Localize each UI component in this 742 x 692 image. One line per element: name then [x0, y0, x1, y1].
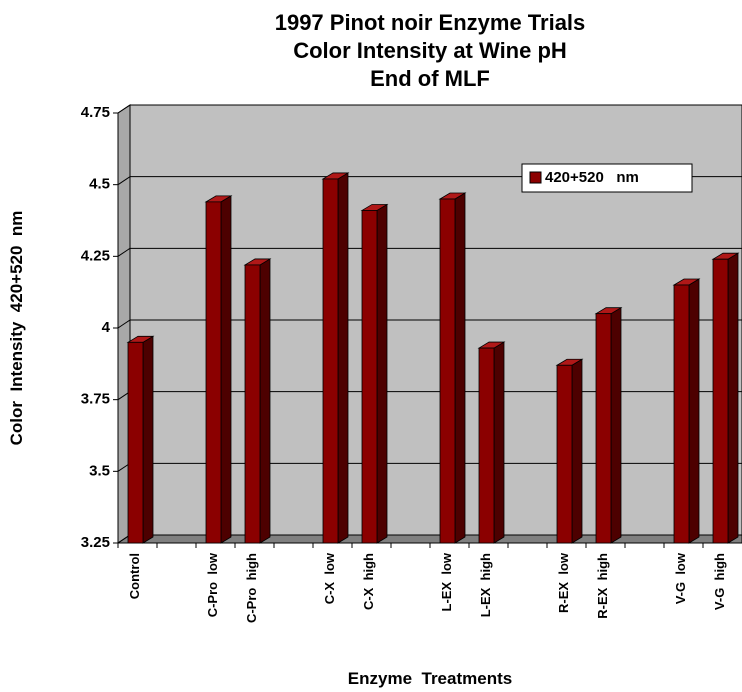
y-tick-label: 3.75	[81, 391, 110, 408]
chart-title: End of MLF	[370, 66, 490, 91]
y-tick-label: 4	[102, 319, 111, 336]
chart-title: Color Intensity at Wine pH	[293, 38, 567, 63]
x-tick-label: R-EX low	[556, 552, 571, 613]
bar-face	[337, 172, 349, 544]
bar-face	[220, 195, 232, 544]
x-tick-label: L-EX low	[439, 552, 454, 611]
bar-face	[205, 201, 222, 544]
grid-line	[117, 319, 131, 329]
bar	[243, 258, 272, 544]
x-tick-label: Control	[127, 553, 142, 599]
bar-face	[142, 335, 154, 544]
bar	[672, 278, 701, 544]
x-tick-label: C-X low	[322, 552, 337, 604]
y-tick-label: 4.25	[81, 247, 110, 264]
bar-face	[688, 278, 700, 544]
bar-face	[454, 192, 466, 544]
grid-line	[117, 104, 131, 114]
legend-box	[521, 163, 693, 193]
bar	[477, 341, 506, 544]
y-tick-label: 3.25	[81, 534, 110, 551]
bar-face	[127, 341, 144, 544]
bar-face	[322, 178, 339, 544]
x-axis-label: Enzyme Treatments	[348, 669, 512, 688]
bar-face	[673, 284, 690, 544]
bar	[555, 358, 584, 544]
x-tick-label: C-Pro low	[205, 552, 220, 617]
bar-face	[727, 252, 739, 544]
bar	[126, 335, 155, 544]
x-tick-label: L-EX high	[478, 553, 493, 617]
grid-line	[117, 176, 131, 186]
bar-face	[478, 347, 495, 544]
y-tick-label: 3.5	[89, 462, 110, 479]
x-tick-label: V-G low	[673, 552, 688, 604]
bar-face	[712, 258, 729, 544]
bar	[204, 195, 233, 544]
bar	[321, 172, 350, 544]
bar	[360, 203, 389, 544]
legend-swatch	[529, 171, 542, 184]
bar-face	[571, 358, 583, 544]
y-axis-label: Color Intensity 420+520 nm	[7, 211, 26, 446]
y-tick-label: 4.75	[81, 104, 110, 121]
bar-face	[244, 264, 261, 544]
grid-line	[117, 247, 131, 257]
bar-face	[610, 306, 622, 544]
bar-face	[439, 198, 456, 544]
x-tick-label: V-G high	[712, 553, 727, 610]
legend-label: 420+520 nm	[545, 169, 639, 186]
x-tick-label: C-Pro high	[244, 553, 259, 623]
x-tick-label: R-EX high	[595, 553, 610, 619]
bar-face	[595, 313, 612, 544]
bar-face	[376, 203, 388, 544]
bar-face	[361, 210, 378, 544]
bar-face	[259, 258, 271, 544]
bar-face	[556, 364, 573, 544]
x-tick-label: C-X high	[361, 553, 376, 610]
bar	[438, 192, 467, 544]
y-tick-label: 4.5	[89, 176, 110, 193]
chart-title: 1997 Pinot noir Enzyme Trials	[275, 10, 586, 35]
bar-face	[493, 341, 505, 544]
bar	[711, 252, 740, 544]
bar	[594, 306, 623, 544]
